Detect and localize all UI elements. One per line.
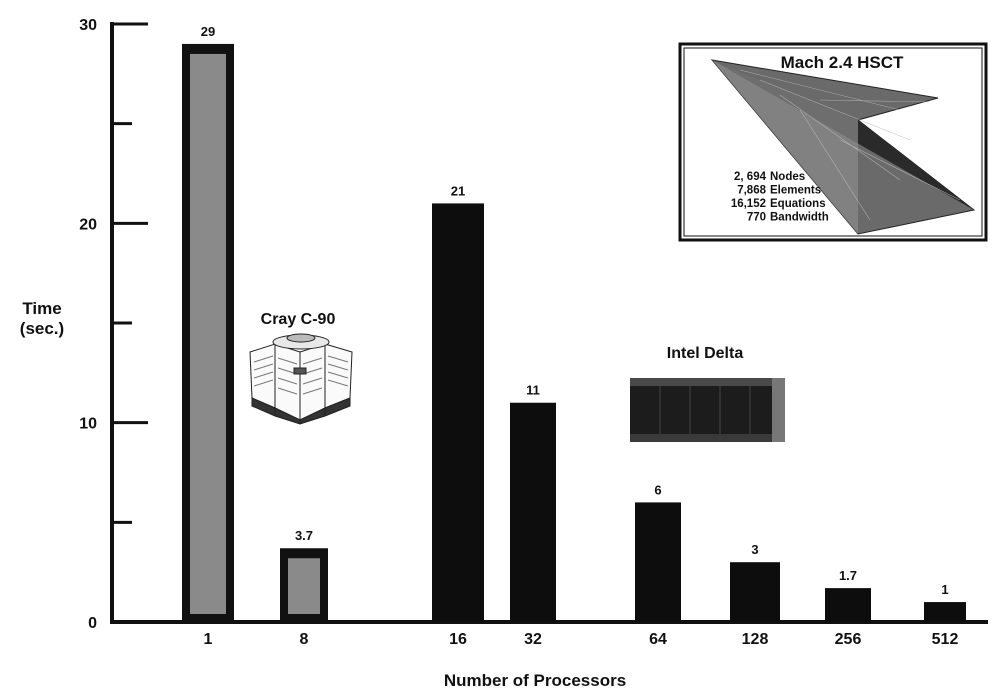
y-tick-label: 20 xyxy=(79,216,97,233)
intel-delta-illustration xyxy=(630,378,785,442)
x-tick-label: 8 xyxy=(300,631,309,648)
inset-stat-value: 7,868 xyxy=(737,185,766,197)
inset-stat-value: 16,152 xyxy=(731,198,766,210)
y-axis-label-line1: Time xyxy=(22,299,61,318)
inset-title: Mach 2.4 HSCT xyxy=(781,53,904,72)
hsct-inset: Mach 2.4 HSCT 2, 694 Nodes 7,868 Elements 16… xyxy=(678,42,988,242)
hsct-aircraft-illustration xyxy=(710,59,976,235)
inset-stat-label: Bandwidth xyxy=(770,212,829,224)
y-tick-label: 0 xyxy=(88,615,97,632)
bar-intel-delta xyxy=(825,588,871,622)
x-tick-label: 16 xyxy=(449,631,467,648)
y-axis-label-line2: (sec.) xyxy=(20,319,64,338)
x-tick-labels: 1 8 16 32 64 128 256 512 xyxy=(204,631,959,648)
x-tick-label: 256 xyxy=(835,631,862,648)
x-tick-label: 512 xyxy=(932,631,959,648)
bar-value-label: 1.7 xyxy=(839,568,857,583)
inset-stat-label: Equations xyxy=(770,198,826,210)
y-tick-label: 30 xyxy=(79,17,97,34)
bar-cray xyxy=(288,558,320,614)
bar-intel-delta xyxy=(730,562,780,622)
inset-inner-frame xyxy=(683,47,983,237)
bar-intel-delta xyxy=(510,402,556,622)
bar-value-label: 11 xyxy=(526,383,540,398)
y-ticks: 0 10 20 30 xyxy=(79,17,148,632)
x-tick-label: 64 xyxy=(649,631,667,648)
x-tick-label: 32 xyxy=(524,631,542,648)
bar-intel-delta xyxy=(924,602,966,622)
inset-stat-value: 2, 694 xyxy=(734,171,767,183)
inset-stat-value: 770 xyxy=(747,212,766,224)
inset-stat-label: Nodes xyxy=(770,171,805,183)
bar-intel-delta xyxy=(432,203,484,622)
bar-intel-delta xyxy=(635,502,681,622)
bar-value-label: 21 xyxy=(451,183,465,198)
x-axis-label: Number of Processors xyxy=(444,671,626,690)
x-tick-label: 128 xyxy=(742,631,769,648)
cray-c90-illustration xyxy=(249,333,353,425)
y-tick-label: 10 xyxy=(79,416,97,433)
cray-label: Cray C-90 xyxy=(261,311,336,328)
bar-value-label: 1 xyxy=(941,582,948,597)
bar-value-label: 29 xyxy=(201,24,215,39)
inset-stats: 2, 694 Nodes 7,868 Elements 16,152 Equations 7… xyxy=(731,171,829,224)
intel-delta-label: Intel Delta xyxy=(667,345,744,362)
bars: 29 3.7 21 11 6 3 1.7 1 xyxy=(182,24,966,622)
bar-value-label: 6 xyxy=(654,482,661,497)
inset-stat-label: Elements xyxy=(770,185,821,197)
bar-cray xyxy=(190,53,226,614)
bar-value-label: 3.7 xyxy=(295,528,313,543)
x-tick-label: 1 xyxy=(204,631,213,648)
bar-value-label: 3 xyxy=(751,542,758,557)
